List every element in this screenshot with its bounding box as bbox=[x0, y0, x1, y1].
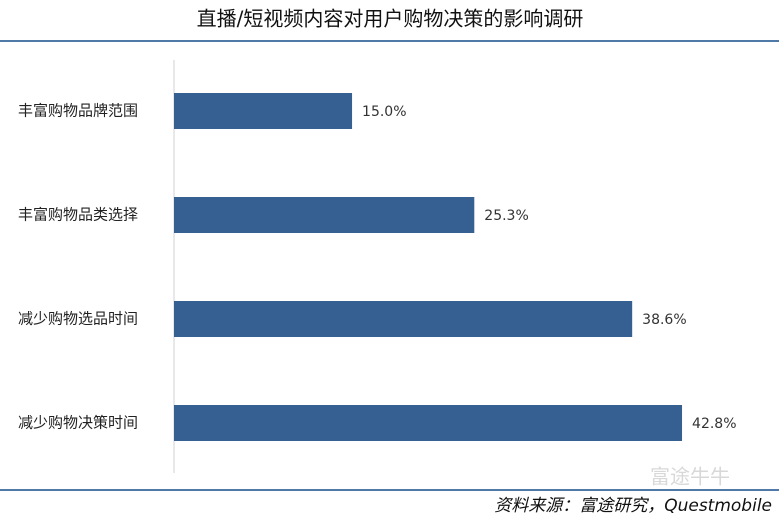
value-label: 15.0% bbox=[362, 104, 406, 120]
watermark: 富途牛牛 bbox=[650, 465, 730, 489]
y-tick-label: 丰富购物品牌范围 bbox=[18, 102, 138, 120]
value-label: 38.6% bbox=[642, 312, 686, 328]
value-label: 25.3% bbox=[484, 208, 528, 224]
value-label: 42.8% bbox=[692, 416, 736, 432]
bar bbox=[174, 405, 683, 441]
y-tick-label: 丰富购物品类选择 bbox=[18, 206, 138, 224]
y-tick-label: 减少购物决策时间 bbox=[18, 414, 138, 432]
source-note: 资料来源：富途研究，Questmobile bbox=[494, 496, 772, 516]
bar bbox=[174, 301, 633, 337]
chart-title: 直播/短视频内容对用户购物决策的影响调研 bbox=[197, 7, 584, 31]
bar bbox=[174, 93, 353, 129]
bar bbox=[174, 197, 475, 233]
y-tick-label: 减少购物选品时间 bbox=[18, 310, 138, 328]
